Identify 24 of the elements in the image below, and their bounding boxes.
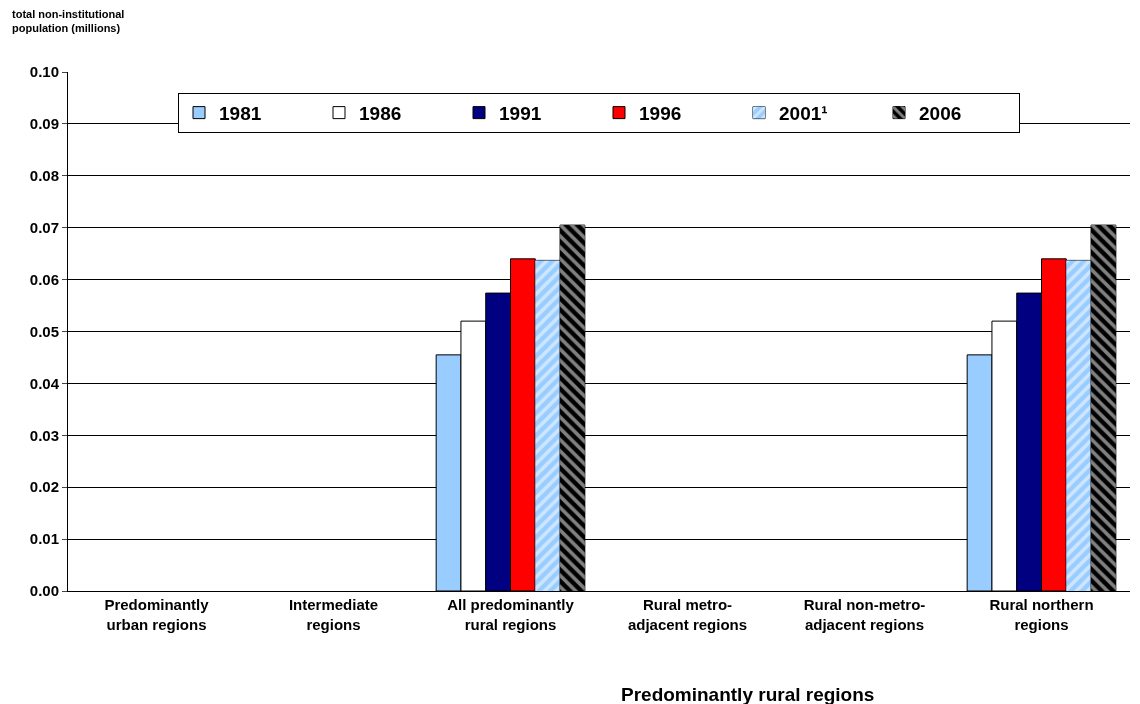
y-tick-label: 0.04 [29,374,60,392]
y-tick-label: 0.06 [29,270,59,288]
x-tick-label: All predominantly rural regions [447,596,575,633]
y-tick-label: 0.02 [29,478,59,496]
y-tick-label: 0.09 [29,115,59,133]
y-tick-label: 0.10 [29,63,59,81]
legend-label: 1996 [639,103,682,125]
y-tick-label: 0.00 [29,582,59,600]
y-tick-label: 0.03 [29,426,59,444]
legend-label: 2001¹ [779,103,828,125]
y-tick-label: 0.08 [29,167,59,185]
y-tick-label: 0.01 [29,530,59,548]
y-tick-label: 0.05 [29,322,59,340]
y-tick-label: 0.07 [29,218,59,236]
x-tick-label: Rural northern regions [989,596,1094,633]
x-tick-label: Rural metro- adjacent regions [627,596,748,633]
legend-label: 2006 [919,103,962,125]
x-tick-label: Predominantly urban regions [104,596,210,633]
legend-label: 1981 [219,103,262,125]
x-tick-label: Rural non-metro- adjacent regions [803,596,926,633]
x-tick-label: Intermediate regions [288,596,379,633]
legend-label: 1991 [499,103,542,125]
legend-label: 1986 [359,103,402,125]
y-axis-title: total non-institutional population (millions) [12,8,125,35]
